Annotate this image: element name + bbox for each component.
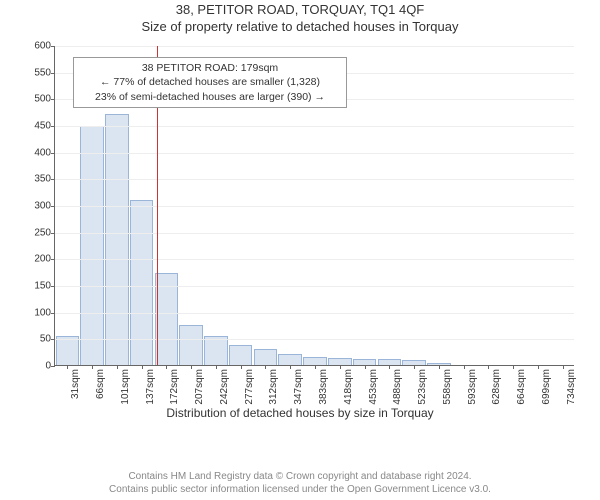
gridline xyxy=(55,259,574,260)
x-tick-label: 277sqm xyxy=(244,369,255,405)
x-tick xyxy=(290,365,291,369)
annotation-line: 38 PETITOR ROAD: 179sqm xyxy=(80,61,340,75)
x-axis-title: Distribution of detached houses by size … xyxy=(0,406,600,420)
y-tick xyxy=(51,73,55,74)
y-tick-label: 500 xyxy=(34,94,51,105)
x-tick-label: 734sqm xyxy=(566,369,577,405)
x-tick xyxy=(67,365,68,369)
y-tick xyxy=(51,99,55,100)
y-tick xyxy=(51,286,55,287)
x-tick-label: 312sqm xyxy=(268,369,279,405)
bar xyxy=(80,126,104,365)
page-title: 38, PETITOR ROAD, TORQUAY, TQ1 4QF xyxy=(0,0,600,17)
x-tick xyxy=(142,365,143,369)
x-tick xyxy=(166,365,167,369)
bar xyxy=(254,349,278,365)
y-tick xyxy=(51,366,55,367)
gridline xyxy=(55,206,574,207)
bar xyxy=(278,354,302,365)
bar xyxy=(328,358,352,365)
gridline xyxy=(55,179,574,180)
y-tick xyxy=(51,46,55,47)
y-tick-label: 550 xyxy=(34,67,51,78)
y-tick-label: 450 xyxy=(34,121,51,132)
x-tick-label: 418sqm xyxy=(343,369,354,405)
x-tick xyxy=(563,365,564,369)
annotation-line: ← 77% of detached houses are smaller (1,… xyxy=(80,75,340,89)
annotation-box: 38 PETITOR ROAD: 179sqm← 77% of detached… xyxy=(73,57,347,108)
x-tick-label: 558sqm xyxy=(442,369,453,405)
x-tick-label: 523sqm xyxy=(417,369,428,405)
attribution-line1: Contains HM Land Registry data © Crown c… xyxy=(128,471,471,482)
gridline xyxy=(55,126,574,127)
x-tick-label: 101sqm xyxy=(120,369,131,405)
x-tick-label: 31sqm xyxy=(70,369,81,399)
x-tick xyxy=(216,365,217,369)
bar xyxy=(179,325,203,365)
x-tick xyxy=(241,365,242,369)
bar xyxy=(229,345,253,365)
y-tick-label: 350 xyxy=(34,174,51,185)
x-tick xyxy=(340,365,341,369)
y-tick-label: 50 xyxy=(40,334,51,345)
chart-container: Number of detached properties 0501001502… xyxy=(0,40,600,420)
x-tick xyxy=(538,365,539,369)
y-tick-label: 400 xyxy=(34,147,51,158)
gridline xyxy=(55,153,574,154)
attribution-line2: Contains public sector information licen… xyxy=(109,484,491,495)
x-tick xyxy=(513,365,514,369)
x-tick xyxy=(265,365,266,369)
y-tick-label: 300 xyxy=(34,201,51,212)
annotation-line: 23% of semi-detached houses are larger (… xyxy=(80,90,340,104)
y-tick-label: 250 xyxy=(34,227,51,238)
y-tick xyxy=(51,233,55,234)
x-tick xyxy=(92,365,93,369)
x-tick-label: 383sqm xyxy=(318,369,329,405)
x-tick xyxy=(464,365,465,369)
x-tick-label: 347sqm xyxy=(293,369,304,405)
y-tick xyxy=(51,259,55,260)
x-tick-label: 593sqm xyxy=(467,369,478,405)
y-tick-label: 600 xyxy=(34,41,51,52)
y-tick xyxy=(51,206,55,207)
gridline xyxy=(55,286,574,287)
x-tick xyxy=(365,365,366,369)
y-tick xyxy=(51,153,55,154)
y-tick-label: 100 xyxy=(34,307,51,318)
plot-area: 05010015020025030035040045050055060031sq… xyxy=(54,46,574,366)
x-tick xyxy=(191,365,192,369)
x-tick-label: 628sqm xyxy=(491,369,502,405)
x-tick xyxy=(439,365,440,369)
x-tick xyxy=(414,365,415,369)
page-subtitle: Size of property relative to detached ho… xyxy=(0,17,600,34)
y-tick-label: 200 xyxy=(34,254,51,265)
attribution-text: Contains HM Land Registry data © Crown c… xyxy=(0,470,600,496)
x-tick-label: 664sqm xyxy=(516,369,527,405)
y-tick xyxy=(51,179,55,180)
x-tick xyxy=(315,365,316,369)
x-tick-label: 66sqm xyxy=(95,369,106,399)
gridline xyxy=(55,233,574,234)
x-tick xyxy=(488,365,489,369)
y-tick xyxy=(51,313,55,314)
gridline xyxy=(55,313,574,314)
x-tick-label: 207sqm xyxy=(194,369,205,405)
gridline xyxy=(55,46,574,47)
y-tick xyxy=(51,339,55,340)
x-tick-label: 172sqm xyxy=(169,369,180,405)
gridline xyxy=(55,339,574,340)
y-tick xyxy=(51,126,55,127)
x-tick xyxy=(117,365,118,369)
x-tick-label: 137sqm xyxy=(145,369,156,405)
y-tick-label: 0 xyxy=(45,361,51,372)
x-tick-label: 453sqm xyxy=(368,369,379,405)
y-tick-label: 150 xyxy=(34,281,51,292)
x-tick-label: 699sqm xyxy=(541,369,552,405)
x-tick-label: 488sqm xyxy=(392,369,403,405)
x-tick-label: 242sqm xyxy=(219,369,230,405)
bar xyxy=(303,357,327,365)
x-tick xyxy=(389,365,390,369)
